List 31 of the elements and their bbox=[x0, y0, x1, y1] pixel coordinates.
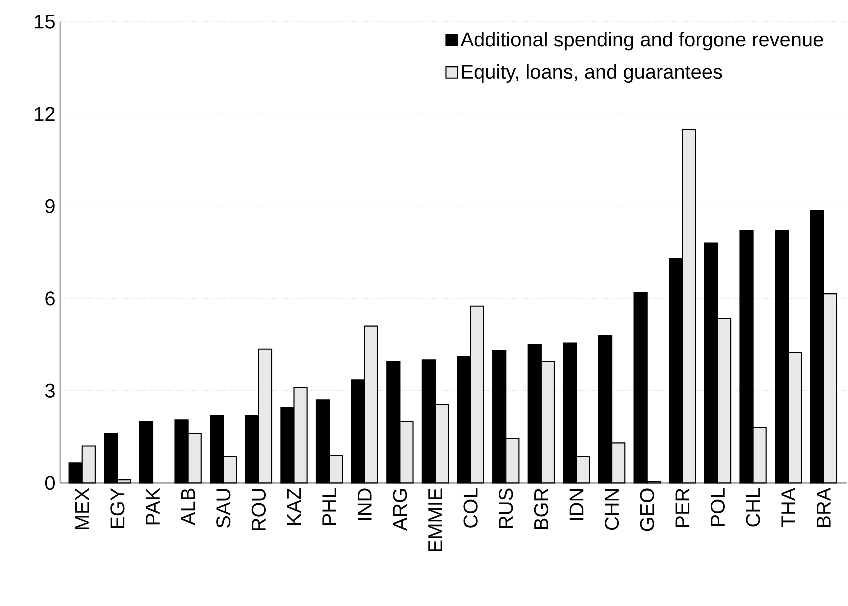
x-tick-label: ROU bbox=[252, 489, 266, 531]
x-tick-label: CHL bbox=[746, 488, 760, 527]
x-tick-label: COL bbox=[464, 488, 478, 528]
legend-label: Additional spending and forgone revenue bbox=[460, 32, 824, 51]
x-tick-label: KAZ bbox=[287, 488, 302, 525]
x-tick-label: GEO bbox=[640, 488, 654, 532]
bar bbox=[139, 421, 154, 484]
y-tick-label: 0 bbox=[45, 476, 56, 490]
legend-label: Equity, loans, and guarantees bbox=[462, 64, 722, 84]
y-tick-label: 9 bbox=[46, 199, 55, 214]
x-tick-label: MEX bbox=[76, 488, 90, 530]
x-tick-label: BRA bbox=[817, 488, 831, 528]
x-tick-label: EMMIE bbox=[428, 488, 442, 552]
x-tick-label: CHN bbox=[604, 489, 620, 530]
x-tick-label: PER bbox=[676, 488, 690, 528]
x-tick-label: THA bbox=[782, 488, 796, 528]
y-tick-label: 15 bbox=[35, 14, 55, 29]
x-tick-label: ALB bbox=[181, 488, 196, 526]
y-tick-label: 12 bbox=[35, 107, 55, 122]
x-tick-label: PAK bbox=[146, 488, 160, 525]
x-tick-label: IDN bbox=[570, 489, 584, 520]
x-tick-label: PHL bbox=[322, 488, 336, 525]
x-tick-label: EGY bbox=[110, 488, 125, 528]
x-tick-label: POL bbox=[710, 488, 726, 526]
y-tick-label: 3 bbox=[45, 384, 55, 398]
x-tick-label: ARG bbox=[393, 489, 408, 531]
x-tick-label: BGR bbox=[534, 488, 548, 530]
x-tick-label: RUS bbox=[499, 488, 514, 528]
x-tick-label: IND bbox=[358, 488, 372, 520]
x-tick-label: SAU bbox=[216, 489, 231, 528]
y-tick-label: 6 bbox=[46, 292, 55, 306]
